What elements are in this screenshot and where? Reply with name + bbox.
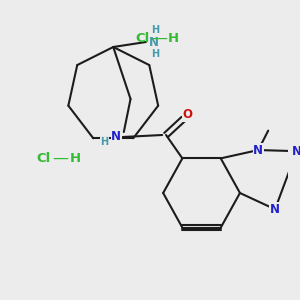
Text: H: H [100, 137, 109, 147]
Text: —: — [151, 31, 167, 46]
Text: H: H [152, 25, 160, 35]
Text: H: H [168, 32, 179, 44]
Text: N: N [270, 203, 280, 216]
Text: H: H [152, 49, 160, 59]
Text: N: N [111, 130, 121, 143]
Text: N: N [253, 143, 263, 157]
Text: Cl: Cl [135, 32, 149, 44]
Text: N: N [292, 145, 300, 158]
Text: —: — [52, 151, 68, 166]
Text: O: O [182, 109, 192, 122]
Text: N: N [148, 35, 159, 49]
Text: H: H [69, 152, 80, 164]
Text: Cl: Cl [36, 152, 50, 164]
